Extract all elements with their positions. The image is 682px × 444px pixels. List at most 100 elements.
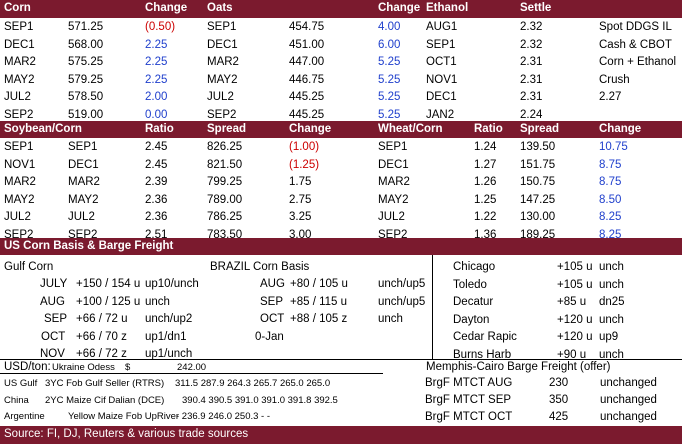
ethanol-settle: 2.31 bbox=[520, 73, 543, 86]
top-header-3: Change bbox=[378, 2, 421, 14]
export-values: 390.4 390.5 391.0 391.0 391.8 392.5 bbox=[182, 394, 338, 406]
export-desc: Yellow Maize Fob UpRiver bbox=[68, 411, 180, 422]
export-origin: Argentine bbox=[4, 411, 45, 422]
soy-change: (1.00) bbox=[289, 141, 320, 153]
spread-header-2: Spread bbox=[207, 123, 246, 135]
soy-change: 3.25 bbox=[289, 211, 312, 224]
top-header-1: Change bbox=[145, 2, 188, 14]
usd-label: USD/ton: bbox=[4, 361, 51, 373]
barge-name: BrgF MTCT OCT bbox=[425, 411, 513, 423]
city-basis: +105 u bbox=[557, 278, 593, 291]
wheat-spread: 139.50 bbox=[520, 141, 556, 153]
wheat-spread: 130.00 bbox=[520, 211, 556, 224]
wheat-spread: 151.75 bbox=[520, 158, 556, 171]
city-name: Toledo bbox=[453, 278, 487, 291]
gulf-basis: +66 / 72 u bbox=[76, 313, 128, 325]
oats-month: MAY2 bbox=[207, 73, 238, 86]
corn-month: MAY2 bbox=[68, 193, 99, 206]
ethanol-month: JAN2 bbox=[426, 108, 455, 121]
city-name: Burns Harb bbox=[453, 348, 512, 361]
oats-price: 451.00 bbox=[289, 38, 325, 51]
soy-spread: 826.25 bbox=[207, 141, 243, 153]
brazil-basis: +85 / 115 u bbox=[290, 295, 348, 308]
wheat-ratio: 1.25 bbox=[474, 193, 497, 206]
gulf-month: SEP bbox=[44, 313, 68, 325]
oats-change: 5.25 bbox=[378, 91, 401, 103]
ethanol-settle: 2.24 bbox=[520, 108, 543, 121]
corn-price: 575.25 bbox=[68, 56, 104, 68]
city-name: Cedar Rapic bbox=[453, 331, 517, 343]
export-origin: US Gulf bbox=[4, 378, 38, 389]
gulf-change: up10/unch bbox=[145, 278, 199, 290]
usd-rule bbox=[0, 359, 682, 360]
corn-month: MAY2 bbox=[4, 73, 35, 86]
odessa-label: Ukraine Odess bbox=[52, 362, 115, 373]
source-band: Source: FI, DJ, Reuters & various trade … bbox=[0, 426, 682, 444]
brazil-month: OCT bbox=[260, 313, 285, 325]
basis-header-band: US Corn Basis & Barge Freight bbox=[0, 238, 682, 255]
soy-spread: 799.25 bbox=[207, 176, 243, 189]
city-basis: +120 u bbox=[557, 331, 593, 343]
brazil-month: AUG bbox=[260, 278, 285, 290]
corn-price: 519.00 bbox=[68, 108, 104, 121]
ukraine-rule bbox=[0, 373, 383, 374]
barge-name: BrgF MTCT AUG bbox=[425, 377, 513, 389]
city-change: unch bbox=[599, 261, 624, 273]
top-header-0: Corn bbox=[4, 2, 31, 14]
city-change: dn25 bbox=[599, 296, 625, 308]
source-text: Source: FI, DJ, Reuters & various trade … bbox=[4, 428, 249, 440]
ethanol-settle: 2.31 bbox=[520, 56, 543, 68]
gulf-basis: +150 / 154 u bbox=[76, 278, 141, 290]
gulf-change: up1/dn1 bbox=[145, 330, 187, 343]
wheat-month: MAY2 bbox=[378, 193, 409, 206]
soy-spread: 786.25 bbox=[207, 211, 243, 224]
soy-month: SEP1 bbox=[4, 141, 34, 153]
odessa-currency: $ bbox=[125, 362, 131, 373]
barge-value: 425 bbox=[549, 411, 569, 423]
brazil-basis: +88 / 105 z bbox=[290, 313, 348, 325]
city-basis: +85 u bbox=[557, 296, 587, 308]
corn-month: MAR2 bbox=[68, 176, 100, 189]
barge-value: 350 bbox=[549, 394, 569, 406]
oats-price: 447.00 bbox=[289, 56, 325, 68]
oats-month: JUL2 bbox=[207, 91, 234, 103]
city-basis: +90 u bbox=[557, 348, 587, 361]
gulf-basis: +100 / 125 u bbox=[76, 295, 141, 308]
oats-price: 445.25 bbox=[289, 91, 325, 103]
export-desc: 2YC Maize Cif Dalian (DCE) bbox=[45, 394, 165, 406]
export-origin: China bbox=[4, 394, 29, 406]
barge-change: unchanged bbox=[600, 411, 657, 423]
spread-header-7: Change bbox=[599, 123, 642, 135]
wheat-ratio: 1.22 bbox=[474, 211, 497, 224]
ethanol-month: NOV1 bbox=[426, 73, 458, 86]
wheat-change: 8.50 bbox=[599, 193, 622, 206]
city-name: Decatur bbox=[453, 296, 494, 308]
wheat-ratio: 1.27 bbox=[474, 158, 497, 171]
corn-change: 0.00 bbox=[145, 108, 168, 121]
corn-price: 568.00 bbox=[68, 38, 104, 51]
city-change: unch bbox=[599, 278, 624, 291]
soy-month: MAY2 bbox=[4, 193, 35, 206]
barge-title: Memphis-Cairo Barge Freight (offer) bbox=[426, 361, 611, 373]
oats-month: SEP2 bbox=[207, 108, 237, 121]
ethanol-month: OCT1 bbox=[426, 56, 457, 68]
soy-month: NOV1 bbox=[4, 158, 36, 171]
corn-price: 578.50 bbox=[68, 91, 104, 103]
wheat-month: DEC1 bbox=[378, 158, 409, 171]
oats-price: 446.75 bbox=[289, 73, 325, 86]
ethanol-month: SEP1 bbox=[426, 38, 456, 51]
wheat-change: 8.75 bbox=[599, 176, 622, 189]
ethanol-settle: 2.31 bbox=[520, 91, 543, 103]
city-basis: +105 u bbox=[557, 261, 593, 273]
corn-change: 2.00 bbox=[145, 91, 168, 103]
gulf-month: JULY bbox=[40, 278, 68, 290]
soy-ratio: 2.45 bbox=[145, 141, 168, 153]
soy-change: 2.75 bbox=[289, 193, 312, 206]
city-change: up9 bbox=[599, 331, 619, 343]
brazil-basis-title: BRAZIL Corn Basis bbox=[210, 261, 310, 273]
corn-month: JUL2 bbox=[68, 211, 95, 224]
ddgs-text: Cash & CBOT bbox=[599, 38, 672, 51]
brazil-change: unch/up5 bbox=[378, 278, 426, 290]
ddgs-text: Spot DDGS IL bbox=[599, 21, 672, 33]
soy-change: (1.25) bbox=[289, 158, 320, 171]
